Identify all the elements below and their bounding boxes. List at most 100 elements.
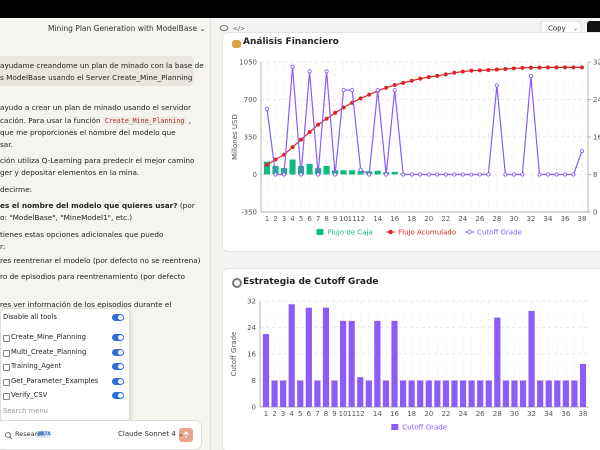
point	[375, 88, 380, 93]
search-placeholder[interactable]: Search menu	[3, 407, 48, 415]
x-tick-label: 1	[265, 215, 269, 223]
toolbar: </> Copy ⌄	[219, 20, 600, 35]
bar	[502, 380, 509, 407]
bar	[262, 334, 270, 407]
bar	[305, 307, 312, 407]
tool-name[interactable]: Multi_Create_Planning	[11, 347, 87, 356]
tool-row[interactable]: Verify_CSV	[1, 389, 129, 403]
tool-row[interactable]: Training_Agent	[1, 360, 129, 374]
tool-name[interactable]: Training_Agent	[11, 362, 62, 370]
bar	[322, 307, 330, 407]
bar	[382, 380, 390, 407]
text-run: ción utiliza Q-Learning para predecir el…	[0, 156, 195, 165]
tool-name[interactable]: Get_Parameter_Examples	[11, 376, 99, 385]
point	[494, 67, 499, 72]
toggle[interactable]	[112, 377, 124, 385]
x-tick-label: 34	[543, 215, 552, 223]
point	[452, 172, 457, 177]
assistant-line: es el nombre del modelo que quieres usar…	[0, 201, 195, 210]
point	[545, 65, 550, 70]
toggle[interactable]	[112, 363, 124, 370]
y2-tick-label: 32	[593, 59, 600, 67]
point	[571, 172, 576, 177]
y-tick-label: 700	[244, 96, 257, 104]
tool-row[interactable]: Create_Mine_Planning	[1, 331, 129, 345]
point	[333, 172, 338, 177]
point	[503, 172, 508, 177]
x-tick-label: 3	[282, 215, 286, 223]
text-run: o: "ModelBase", "MineModel1", etc.)	[0, 213, 133, 222]
code-icon[interactable]: </>	[233, 26, 245, 33]
tool-row[interactable]: Multi_Create_Planning	[1, 346, 129, 360]
text-run: ro de episodios para reentrenamiento (po…	[0, 272, 186, 281]
point	[562, 65, 567, 70]
model-selector[interactable]: Claude Sonnet 4 ⌄	[118, 430, 184, 438]
chat-panel: Mining Plan Generation with ModelBase ⌄ …	[0, 18, 211, 450]
bar	[579, 363, 587, 407]
chat-title[interactable]: Mining Plan Generation with ModelBase ⌄	[48, 24, 206, 33]
point	[435, 73, 440, 78]
x-tick-label: 16	[390, 410, 399, 418]
composer[interactable]: Research BETA Claude Sonnet 4 ⌄	[0, 420, 202, 450]
x-tick-label: 10	[339, 215, 348, 223]
x-tick-label: 22	[441, 215, 450, 223]
x-tick-label: 7	[315, 410, 319, 418]
x-tick-label: 36	[561, 410, 570, 418]
x-tick-label: 30	[510, 410, 519, 418]
tool-icon	[3, 378, 10, 386]
user-line: ayudame creandome un plan de minado con …	[0, 61, 204, 70]
composer-icons	[5, 428, 193, 442]
x-tick-label: 3	[281, 410, 285, 418]
point	[384, 85, 389, 90]
copy-dropdown[interactable]: ⌄	[573, 25, 578, 32]
point	[443, 72, 448, 77]
point	[392, 83, 397, 88]
send-arrow	[183, 431, 189, 438]
model-name[interactable]: Claude Sonnet 4	[118, 430, 176, 438]
legend-swatch	[467, 229, 472, 235]
tool-icon	[3, 335, 10, 342]
point	[401, 80, 406, 85]
toggle[interactable]	[112, 392, 124, 399]
preview-icon[interactable]	[219, 25, 229, 31]
x-tick-label: 6	[307, 410, 312, 418]
tool-name[interactable]: Create_Mine_Planning	[11, 333, 86, 341]
research-label[interactable]: Research	[15, 430, 45, 438]
x-tick-label: 18	[407, 215, 416, 223]
publish-button[interactable]	[587, 21, 600, 34]
chat-title-text[interactable]: Mining Plan Generation with ModelBase	[48, 24, 197, 33]
x-tick-label: 11	[348, 215, 357, 223]
point	[460, 69, 465, 74]
chart-card: Estrategia de Cutoff Grade	[222, 268, 600, 450]
legend-label: Cutoff Grade	[402, 424, 447, 432]
bar	[271, 380, 278, 407]
text-run: r:	[0, 242, 6, 251]
tool-row[interactable]: Get_Parameter_Examples	[1, 375, 129, 389]
chart-title: Estrategia de Cutoff Grade	[243, 277, 379, 287]
tool-icon	[3, 349, 10, 357]
bar	[331, 380, 338, 407]
x-tick-label: 12	[356, 215, 365, 223]
point	[341, 88, 346, 93]
menu-search[interactable]: Search menu	[1, 405, 129, 419]
y-tick-label: 16	[247, 351, 256, 359]
tool-name[interactable]: Verify_CSV	[11, 391, 48, 399]
toggle-all[interactable]: Disable all tools	[3, 313, 57, 321]
y-axis-label: Cutoff Grade	[230, 332, 238, 377]
menu-row[interactable]: Disable all tools	[1, 311, 129, 325]
x-tick-label: 36	[561, 215, 570, 223]
legend-swatch	[388, 229, 393, 235]
y-tick-label: 8	[252, 377, 256, 385]
toggle[interactable]	[112, 334, 124, 341]
bar	[263, 161, 271, 175]
x-tick-label: 20	[424, 410, 433, 418]
copy-label[interactable]: Copy	[548, 25, 566, 33]
point	[562, 172, 567, 177]
point	[571, 65, 576, 70]
bar	[477, 380, 484, 407]
point	[273, 157, 278, 162]
toggle[interactable]	[112, 314, 124, 321]
text-run: (por	[177, 201, 195, 210]
toggle[interactable]	[112, 348, 124, 356]
x-tick-label: 2	[272, 410, 276, 418]
